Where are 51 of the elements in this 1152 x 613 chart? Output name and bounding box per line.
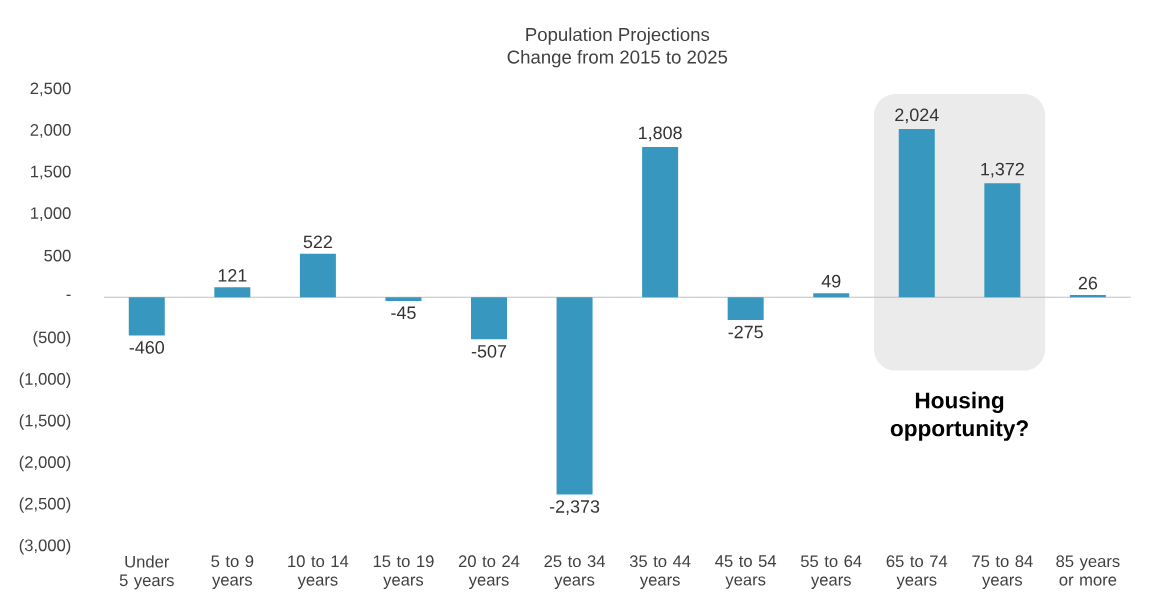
x-tick-label: 20 to 24 years xyxy=(458,555,520,589)
bar xyxy=(214,286,251,298)
y-tick-label: 2,500 xyxy=(30,82,71,97)
bar xyxy=(898,128,935,298)
data-label: 49 xyxy=(821,274,841,288)
x-tick-label: 5 to 9 years xyxy=(211,555,254,589)
x-tick-label: 15 to 19 years xyxy=(373,555,434,589)
y-tick-label: (1,000) xyxy=(19,372,71,388)
data-label: -507 xyxy=(471,344,507,358)
chart-subtitle: Change from 2015 to 2025 xyxy=(507,49,728,68)
y-tick-label: 500 xyxy=(44,249,71,262)
data-label: -275 xyxy=(728,325,763,339)
bar xyxy=(642,146,679,298)
band-label: Housing opportunity? xyxy=(890,391,1028,441)
x-tick-label: 25 to 34 years xyxy=(544,555,605,589)
bar xyxy=(984,182,1021,298)
x-tick-label: 75 to 84 years xyxy=(972,555,1033,589)
y-tick-label: - xyxy=(66,294,71,296)
data-label: 522 xyxy=(303,235,332,249)
data-label: 1,372 xyxy=(981,162,1024,178)
x-tick-label: Under 5 years xyxy=(119,555,174,590)
y-tick-label: 1,000 xyxy=(31,207,71,221)
x-tick-label: 45 to 54 years xyxy=(715,555,777,589)
x-tick-label: 85 years or more xyxy=(1056,555,1120,586)
x-tick-label: 35 to 44 years xyxy=(629,555,691,589)
data-label: -460 xyxy=(129,340,165,354)
data-label: 121 xyxy=(218,268,247,282)
data-label: 26 xyxy=(1078,276,1098,290)
bar xyxy=(727,297,764,320)
y-tick-label: 2,000 xyxy=(30,123,71,138)
chart-title: Population Projections xyxy=(526,27,710,45)
bar xyxy=(813,292,850,298)
bar xyxy=(385,297,422,301)
y-tick-label: (500) xyxy=(33,330,71,347)
bar xyxy=(471,297,508,340)
bar xyxy=(128,297,165,336)
x-tick-label: 55 to 64 years xyxy=(800,555,862,589)
data-label: 2,024 xyxy=(895,108,939,124)
y-tick-label: (1,500) xyxy=(19,414,71,430)
x-tick-label: 65 to 74 years xyxy=(886,555,948,589)
bar xyxy=(556,297,593,495)
data-label: -2,373 xyxy=(549,499,600,515)
x-tick-label: 10 to 14 years xyxy=(288,555,349,589)
y-tick-label: (3,000) xyxy=(19,538,71,555)
bar xyxy=(299,253,336,298)
data-label: 1,808 xyxy=(639,126,682,142)
y-tick-label: 1,500 xyxy=(31,165,71,180)
y-tick-label: (2,500) xyxy=(19,497,71,513)
data-label: -45 xyxy=(391,306,416,319)
bar xyxy=(1069,294,1106,298)
y-tick-label: (2,000) xyxy=(19,455,71,472)
